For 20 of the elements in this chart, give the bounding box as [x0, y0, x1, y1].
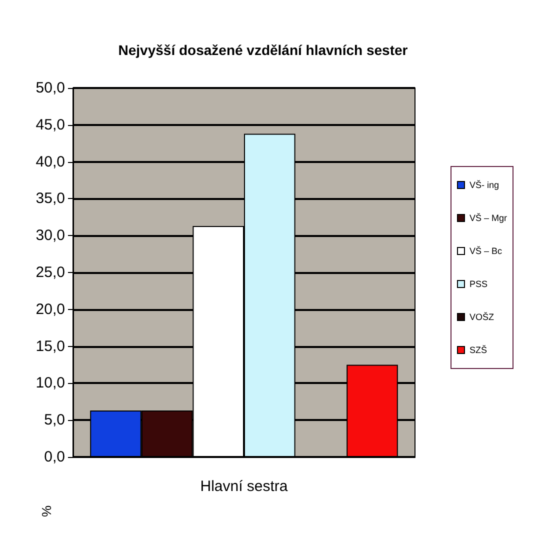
y-tick-label: 25,0: [36, 264, 65, 281]
legend-label: PSS: [469, 279, 488, 289]
legend-label: VŠ – Mgr: [469, 213, 508, 223]
legend-label: VOŠZ: [469, 312, 494, 322]
y-axis-title: %: [39, 505, 54, 517]
y-tick-label: 50,0: [36, 80, 65, 96]
legend-label: SZŠ: [469, 345, 488, 355]
y-tick-label: 5,0: [44, 412, 65, 429]
y-tick-label: 10,0: [36, 374, 65, 392]
y-tick-label: 0,0: [44, 448, 65, 466]
y-tick-label: 35,0: [36, 190, 65, 208]
legend-label: VŠ- ing: [469, 180, 500, 190]
chart-title: Nejvyšší dosažené vzdělání hlavních sester: [118, 42, 408, 58]
y-tick-label: 20,0: [36, 300, 65, 318]
legend-label: VŠ – Bc: [469, 246, 503, 256]
y-tick-label: 40,0: [36, 153, 65, 170]
y-tick-label: 15,0: [36, 338, 65, 355]
y-tick-label: 30,0: [36, 227, 65, 244]
x-tick-label: Hlavní sestra: [200, 478, 288, 495]
y-tick-label: 45,0: [36, 116, 65, 134]
